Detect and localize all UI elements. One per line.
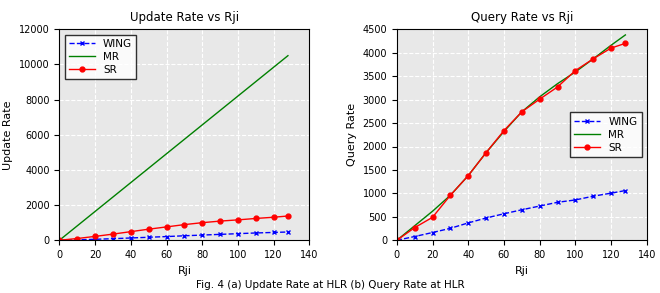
MR bbox=[554, 82, 562, 86]
WING bbox=[500, 212, 508, 216]
SR bbox=[518, 110, 526, 114]
X-axis label: Rji: Rji bbox=[178, 265, 191, 275]
SR bbox=[55, 239, 63, 242]
SR bbox=[536, 97, 544, 101]
SR bbox=[216, 219, 224, 223]
Y-axis label: Update Rate: Update Rate bbox=[3, 100, 13, 170]
WING bbox=[198, 233, 206, 237]
SR bbox=[145, 227, 152, 231]
MR bbox=[572, 70, 579, 74]
SR bbox=[589, 57, 597, 61]
MR bbox=[428, 209, 436, 213]
SR bbox=[234, 218, 242, 222]
WING bbox=[446, 226, 454, 230]
MR bbox=[518, 110, 526, 114]
SR bbox=[162, 225, 170, 229]
WING bbox=[127, 236, 135, 240]
MR bbox=[500, 130, 508, 133]
WING bbox=[145, 236, 152, 239]
Title: Query Rate vs Rji: Query Rate vs Rji bbox=[471, 11, 573, 24]
SR bbox=[180, 223, 188, 226]
Line: WING: WING bbox=[395, 188, 628, 243]
Line: SR: SR bbox=[57, 214, 290, 243]
WING bbox=[572, 198, 579, 202]
WING bbox=[554, 200, 562, 204]
WING bbox=[234, 232, 242, 235]
X-axis label: Rji: Rji bbox=[515, 265, 529, 275]
Title: Update Rate vs Rji: Update Rate vs Rji bbox=[130, 11, 239, 24]
MR bbox=[607, 43, 615, 47]
SR bbox=[622, 42, 630, 45]
WING bbox=[162, 235, 170, 238]
SR bbox=[91, 235, 99, 238]
WING bbox=[589, 195, 597, 198]
Text: Fig. 4 (a) Update Rate at HLR (b) Query Rate at HLR: Fig. 4 (a) Update Rate at HLR (b) Query … bbox=[195, 280, 465, 290]
WING bbox=[109, 237, 117, 241]
WING bbox=[284, 230, 292, 234]
MR bbox=[622, 33, 630, 37]
WING bbox=[216, 233, 224, 236]
MR bbox=[482, 151, 490, 154]
Y-axis label: Query Rate: Query Rate bbox=[346, 103, 357, 166]
SR bbox=[284, 214, 292, 218]
SR bbox=[73, 237, 81, 240]
Line: WING: WING bbox=[57, 230, 290, 243]
WING bbox=[482, 216, 490, 220]
SR bbox=[572, 69, 579, 72]
Legend: WING, MR, SR: WING, MR, SR bbox=[65, 35, 137, 79]
SR bbox=[393, 239, 401, 242]
SR bbox=[198, 221, 206, 224]
WING bbox=[428, 231, 436, 234]
SR bbox=[270, 215, 278, 219]
Line: MR: MR bbox=[397, 35, 626, 240]
WING bbox=[393, 239, 401, 242]
SR bbox=[482, 151, 490, 154]
SR bbox=[127, 230, 135, 234]
WING bbox=[607, 191, 615, 195]
Line: SR: SR bbox=[395, 41, 628, 243]
WING bbox=[464, 221, 472, 225]
WING bbox=[55, 239, 63, 242]
Legend: WING, MR, SR: WING, MR, SR bbox=[570, 113, 642, 157]
WING bbox=[270, 231, 278, 234]
MR bbox=[411, 224, 418, 227]
SR bbox=[252, 217, 260, 220]
SR bbox=[464, 174, 472, 177]
WING bbox=[73, 238, 81, 241]
SR bbox=[411, 226, 418, 229]
WING bbox=[91, 238, 99, 241]
WING bbox=[536, 204, 544, 208]
MR bbox=[464, 174, 472, 177]
WING bbox=[252, 231, 260, 235]
SR bbox=[554, 85, 562, 89]
WING bbox=[518, 208, 526, 212]
SR bbox=[428, 216, 436, 219]
SR bbox=[500, 129, 508, 132]
MR bbox=[446, 193, 454, 197]
WING bbox=[180, 234, 188, 238]
SR bbox=[109, 232, 117, 236]
WING bbox=[622, 189, 630, 192]
WING bbox=[411, 235, 418, 238]
MR bbox=[589, 57, 597, 61]
MR bbox=[536, 95, 544, 98]
MR bbox=[393, 239, 401, 242]
SR bbox=[607, 46, 615, 50]
SR bbox=[446, 193, 454, 197]
